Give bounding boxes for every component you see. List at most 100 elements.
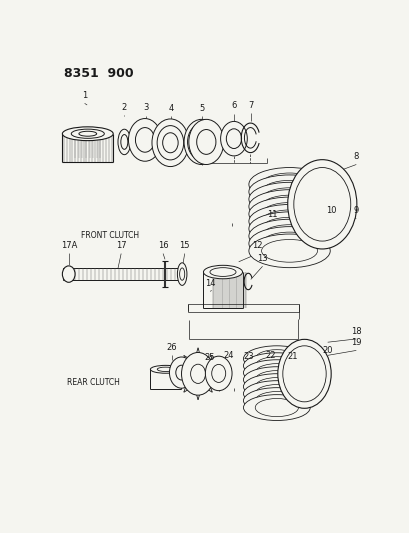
Ellipse shape (255, 377, 298, 395)
Text: 13: 13 (256, 254, 267, 263)
Text: 19: 19 (350, 338, 361, 347)
Circle shape (226, 129, 241, 149)
Text: 24: 24 (223, 351, 233, 360)
Circle shape (277, 340, 330, 408)
Ellipse shape (248, 227, 329, 260)
Ellipse shape (255, 385, 298, 402)
Text: 15: 15 (179, 241, 189, 251)
Text: 1: 1 (82, 91, 87, 100)
Text: 20: 20 (321, 345, 332, 354)
Ellipse shape (243, 367, 310, 393)
Ellipse shape (248, 182, 329, 216)
Ellipse shape (261, 217, 317, 240)
Ellipse shape (62, 127, 113, 141)
Ellipse shape (261, 188, 317, 211)
Ellipse shape (248, 212, 329, 246)
Ellipse shape (248, 190, 329, 223)
Text: 25: 25 (203, 353, 214, 362)
Ellipse shape (255, 350, 298, 368)
Circle shape (187, 124, 215, 160)
Ellipse shape (209, 268, 236, 277)
Ellipse shape (255, 364, 298, 382)
Text: 8: 8 (353, 152, 358, 161)
Circle shape (211, 365, 225, 383)
Ellipse shape (261, 180, 317, 203)
Circle shape (205, 356, 231, 391)
Circle shape (282, 346, 326, 402)
Text: 4: 4 (168, 104, 173, 113)
Ellipse shape (118, 129, 130, 155)
Text: 5: 5 (199, 104, 204, 113)
Text: 9: 9 (353, 206, 358, 215)
Ellipse shape (243, 381, 310, 407)
Text: 21: 21 (287, 352, 297, 361)
Ellipse shape (248, 197, 329, 231)
Ellipse shape (157, 367, 173, 372)
Text: 26: 26 (166, 343, 177, 352)
Ellipse shape (179, 268, 184, 280)
Circle shape (62, 266, 75, 282)
Circle shape (184, 119, 218, 165)
Text: 8351  900: 8351 900 (64, 67, 133, 79)
Ellipse shape (248, 234, 329, 268)
Ellipse shape (177, 263, 187, 285)
Text: 3: 3 (143, 103, 148, 112)
Ellipse shape (255, 370, 298, 389)
Ellipse shape (243, 394, 310, 421)
Text: REAR CLUTCH: REAR CLUTCH (66, 378, 119, 387)
Text: 11: 11 (266, 210, 276, 219)
Circle shape (169, 357, 193, 388)
Text: 16: 16 (157, 241, 168, 251)
Ellipse shape (261, 210, 317, 232)
Ellipse shape (203, 265, 242, 279)
Text: 23: 23 (243, 352, 253, 361)
Ellipse shape (248, 219, 329, 253)
Text: 14: 14 (204, 279, 215, 288)
Circle shape (152, 119, 189, 166)
Circle shape (175, 365, 187, 380)
Ellipse shape (121, 134, 128, 149)
Circle shape (196, 130, 216, 155)
Text: FRONT CLUTCH: FRONT CLUTCH (81, 231, 139, 240)
Circle shape (191, 130, 211, 155)
Ellipse shape (150, 365, 180, 373)
Text: 17A: 17A (61, 241, 77, 251)
Ellipse shape (255, 399, 298, 417)
Text: 2: 2 (121, 103, 127, 112)
Ellipse shape (79, 131, 97, 136)
Circle shape (135, 127, 154, 152)
Ellipse shape (255, 357, 298, 375)
Text: 6: 6 (230, 101, 236, 110)
Text: 10: 10 (325, 206, 335, 215)
Circle shape (162, 133, 178, 153)
Ellipse shape (261, 173, 317, 196)
Circle shape (181, 352, 214, 395)
Ellipse shape (248, 175, 329, 208)
Text: 12: 12 (252, 241, 263, 251)
Circle shape (220, 122, 247, 156)
Ellipse shape (261, 203, 317, 225)
Ellipse shape (248, 205, 329, 238)
Circle shape (189, 119, 223, 165)
Ellipse shape (261, 232, 317, 255)
Ellipse shape (243, 360, 310, 385)
Ellipse shape (261, 225, 317, 247)
Circle shape (293, 167, 350, 241)
Circle shape (287, 160, 356, 249)
Ellipse shape (243, 346, 310, 372)
Circle shape (190, 364, 205, 383)
Circle shape (128, 118, 161, 161)
Ellipse shape (71, 129, 104, 139)
Circle shape (157, 126, 183, 160)
Ellipse shape (243, 374, 310, 400)
Ellipse shape (261, 239, 317, 262)
Text: 17: 17 (116, 241, 126, 251)
Text: 18: 18 (350, 327, 361, 336)
Text: 7: 7 (247, 101, 253, 110)
Ellipse shape (248, 167, 329, 201)
Text: 22: 22 (265, 351, 275, 360)
Ellipse shape (243, 353, 310, 378)
Ellipse shape (261, 195, 317, 218)
Ellipse shape (255, 392, 298, 410)
Ellipse shape (243, 387, 310, 414)
